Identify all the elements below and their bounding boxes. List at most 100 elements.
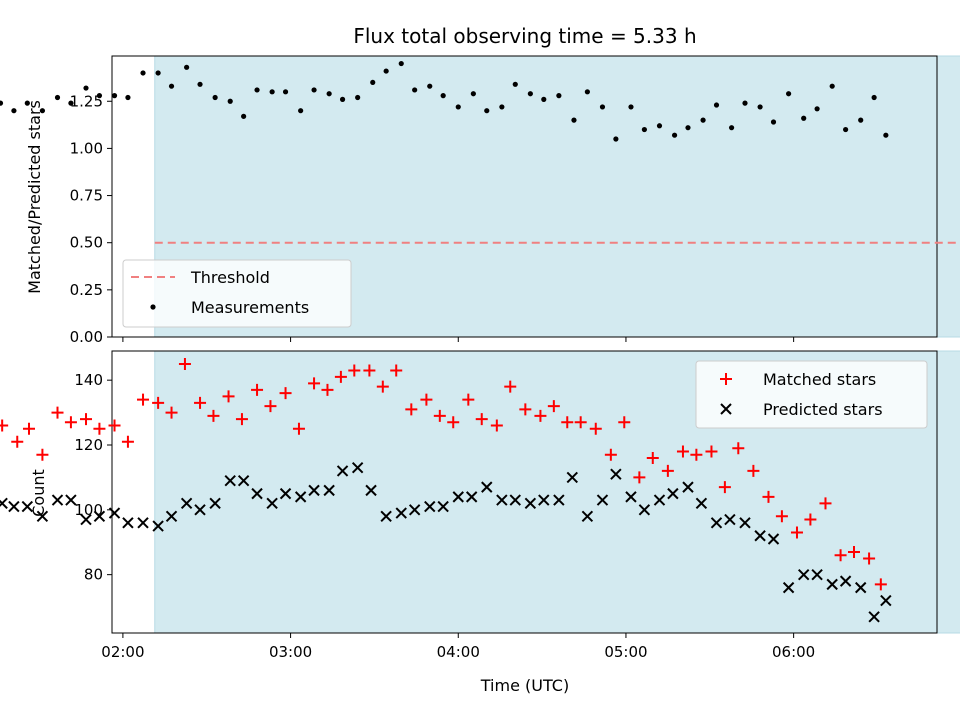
measurement-point <box>68 100 74 106</box>
matched-star-point <box>363 364 376 377</box>
matched-star-point <box>661 464 674 477</box>
matched-star-point <box>108 419 121 432</box>
matched-star-point <box>790 526 803 539</box>
predicted-star-point <box>224 474 236 487</box>
predicted-star-point <box>811 568 823 581</box>
measurement-point <box>311 87 317 93</box>
predicted-star-point <box>695 497 708 510</box>
predicted-star-point <box>596 494 609 506</box>
measurement-point <box>370 79 376 86</box>
predicted-star-point <box>209 497 221 510</box>
y-tick-label: 0.00 <box>70 328 103 346</box>
matched-star-point <box>279 387 292 400</box>
measurement-point <box>398 60 404 67</box>
measurement-point <box>125 94 131 101</box>
predicted-star-point <box>323 484 335 497</box>
top-panel: 0.00 0.25 0.50 0.75 1.00 1.25 Threshold Measure… <box>0 55 960 346</box>
x-tick-label: 04:00 <box>437 643 480 661</box>
measurement-point <box>427 83 433 89</box>
measurement-point <box>282 89 289 95</box>
predicted-star-point <box>308 484 320 497</box>
matched-star-point <box>646 451 659 464</box>
matched-star-point <box>519 403 532 416</box>
y-tick-label: 80 <box>84 566 103 584</box>
predicted-star-point <box>509 494 521 506</box>
y-tick-label: 0.75 <box>70 187 103 205</box>
measurement-point <box>455 104 461 110</box>
matched-star-point <box>251 383 264 396</box>
y-tick-label: 1.00 <box>70 139 103 157</box>
matched-star-point <box>405 403 418 416</box>
measurement-point <box>39 108 46 114</box>
matched-star-point <box>137 393 150 406</box>
matched-star-point <box>376 380 389 393</box>
matched-star-point <box>732 442 745 455</box>
predicted-star-point <box>36 510 49 523</box>
predicted-star-point <box>380 510 392 523</box>
measurement-point <box>484 108 490 114</box>
measurement-point <box>883 132 889 138</box>
measurement-point <box>541 96 547 102</box>
measurement-point <box>111 93 118 99</box>
predicted-star-point <box>395 507 407 519</box>
measurement-point <box>571 117 577 123</box>
measurement-point <box>440 93 446 99</box>
predicted-star-point <box>739 517 751 529</box>
matched-star-point <box>747 464 760 477</box>
measurement-point <box>801 115 807 121</box>
matched-star-point <box>504 380 517 393</box>
predicted-star-point <box>266 497 278 510</box>
matched-star-point <box>64 416 77 429</box>
predicted-star-point <box>524 497 537 510</box>
matched-star-point <box>462 393 475 406</box>
matched-star-point <box>36 448 49 461</box>
predicted-star-point <box>180 497 193 510</box>
matched-star-point <box>0 419 9 432</box>
matched-star-point <box>718 481 731 494</box>
bottom-panel: 8010012014001:0002:0003:0004:0005:0006:0… <box>0 350 960 661</box>
matched-star-point <box>194 396 207 409</box>
measurement-point <box>168 83 175 89</box>
matched-star-point <box>334 370 347 383</box>
measurement-point <box>770 119 777 125</box>
predicted-star-point <box>465 491 478 503</box>
legend-matched-label: Matched stars <box>763 370 876 389</box>
legend-predicted-swatch <box>720 403 732 415</box>
legend-measurements-label: Measurements <box>191 298 309 317</box>
matched-star-point <box>80 413 93 426</box>
measurement-point <box>858 117 864 123</box>
matched-star-point <box>762 490 775 503</box>
predicted-star-point <box>93 510 106 523</box>
legend-threshold-label: Threshold <box>190 268 270 287</box>
predicted-star-point <box>625 491 637 503</box>
y-tick-label: 140 <box>74 371 103 389</box>
legend-measurements-swatch <box>150 304 156 310</box>
measurement-point <box>412 87 418 93</box>
predicted-star-point <box>8 500 20 513</box>
matched-star-point <box>589 422 602 435</box>
measurement-point <box>843 126 849 133</box>
legend-predicted-label: Predicted stars <box>763 400 883 419</box>
measurement-point <box>269 89 275 95</box>
predicted-star-point <box>782 581 795 594</box>
x-axis-label: Time (UTC) <box>480 676 569 695</box>
predicted-star-point <box>682 481 694 493</box>
matched-star-point <box>534 409 547 422</box>
matched-star-point <box>574 416 587 429</box>
y-tick-label: 0.50 <box>70 234 103 252</box>
measurement-point <box>786 91 792 97</box>
bottom-legend: Matched stars Predicted stars <box>695 360 928 429</box>
measurement-point <box>0 100 4 106</box>
measurement-point <box>757 104 763 110</box>
measurement-point <box>613 136 619 142</box>
matched-star-point <box>819 497 832 510</box>
bottom-y-axis-label: Count <box>29 469 48 517</box>
matched-star-point <box>874 578 887 591</box>
measurement-point <box>700 117 706 123</box>
predicted-star-point <box>424 500 436 513</box>
predicted-star-point <box>122 517 134 529</box>
matched-star-point <box>222 390 235 403</box>
matched-star-point <box>308 377 321 390</box>
matched-star-point <box>561 416 574 429</box>
matched-star-point <box>235 413 248 426</box>
